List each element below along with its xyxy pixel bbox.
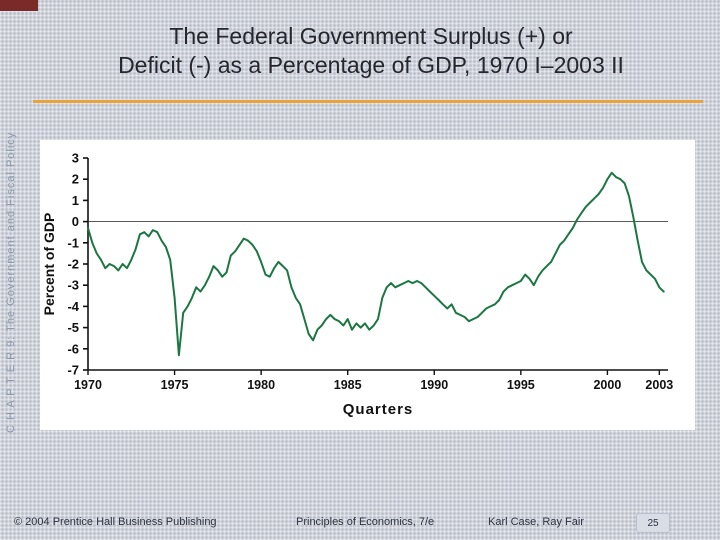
x-tick-label: 1985	[334, 378, 362, 392]
y-tick-label: -5	[67, 320, 79, 335]
y-tick-label: -7	[67, 363, 79, 378]
y-tick-label: -4	[67, 299, 79, 314]
footer-copyright: © 2004 Prentice Hall Business Publishing	[14, 516, 217, 528]
x-axis-title: Quarters	[343, 401, 414, 418]
x-tick-label: 2000	[593, 378, 621, 392]
title-underline-rule	[33, 100, 703, 103]
page-number-badge: 25	[636, 513, 670, 533]
slide-title-line2: Deficit (-) as a Percentage of GDP, 1970…	[118, 52, 624, 79]
y-tick-label: 0	[72, 214, 79, 229]
y-tick-label: -2	[67, 257, 79, 272]
series-line	[87, 171, 665, 357]
x-tick-label: 1990	[420, 378, 448, 392]
footer-authors: Karl Case, Ray Fair	[488, 516, 584, 528]
x-tick-label: 1975	[161, 378, 189, 392]
corner-accent-block	[0, 0, 38, 11]
x-tick-label: 1980	[247, 378, 275, 392]
y-tick-label: -1	[67, 235, 79, 250]
x-tick-label: 1995	[507, 378, 535, 392]
x-tick-label: 2003	[645, 378, 673, 392]
y-tick-label: 1	[72, 193, 79, 208]
footer-book-title: Principles of Economics, 7/e	[296, 516, 435, 528]
chart-panel: 3 2 1 0 -1 -2 -3 -4 -5 -6 -7 1970 1975 1980 1985 1990 19…	[40, 140, 695, 430]
y-tick-label: 3	[72, 151, 79, 166]
y-tick-label: 2	[72, 172, 79, 187]
y-axis-title: Percent of GDP	[41, 213, 57, 316]
y-tick-label: -6	[67, 341, 79, 356]
x-tick-label: 1970	[74, 378, 102, 392]
chapter-sidebar-label: C H A P T E R 9: The Government and Fisc…	[5, 131, 17, 433]
slide-title: The Federal Government Surplus (+) or De…	[30, 22, 712, 81]
slide-title-line1: The Federal Government Surplus (+) or	[169, 23, 573, 49]
page-number: 25	[647, 517, 659, 529]
y-tick-label: -3	[67, 278, 79, 293]
